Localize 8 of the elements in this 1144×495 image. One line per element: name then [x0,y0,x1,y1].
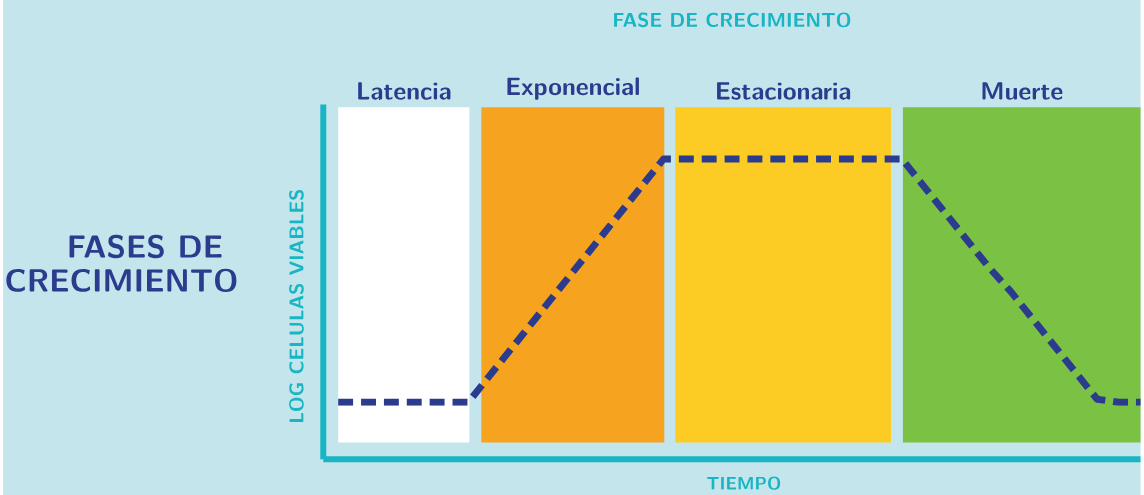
chart-subtitle: FASE DE CRECIMIENTO [614,12,851,28]
text: FASES DE CRECIMIENTO [6,234,237,293]
text: Muerte [982,82,1063,100]
text: Latencia [358,82,451,100]
x-axis-title: TIEMPO [707,476,781,490]
text: Estacionaria [717,82,851,100]
y-axis-title: LOG CELULAS VIABLES [289,189,304,422]
text: Exponencial [507,77,639,100]
